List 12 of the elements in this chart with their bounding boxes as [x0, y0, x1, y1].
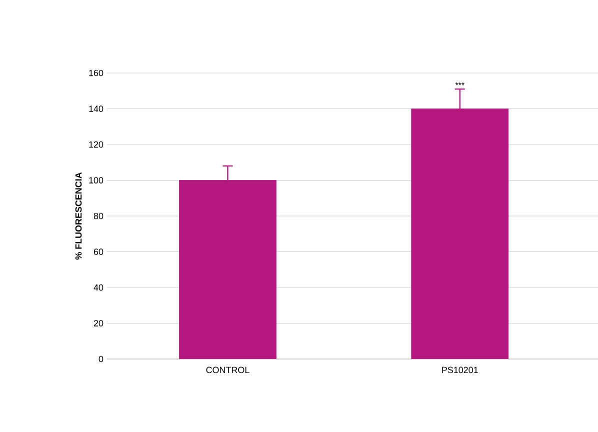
y-axis-title: % FLUORESCENCIA — [75, 172, 82, 260]
x-tick-label: CONTROL — [206, 366, 250, 374]
y-tick-label: 160 — [89, 70, 104, 76]
y-tick-label: 0 — [98, 356, 104, 362]
y-tick-label: 20 — [94, 320, 104, 326]
y-tick-label: 100 — [89, 177, 104, 184]
y-tick-label: 140 — [89, 106, 104, 112]
y-tick-label: 40 — [94, 284, 104, 291]
y-tick-label: 80 — [94, 212, 104, 220]
x-tick-label: PS10201 — [442, 366, 478, 374]
y-tick-label: 60 — [94, 248, 104, 255]
y-tick-label: 120 — [89, 141, 104, 148]
